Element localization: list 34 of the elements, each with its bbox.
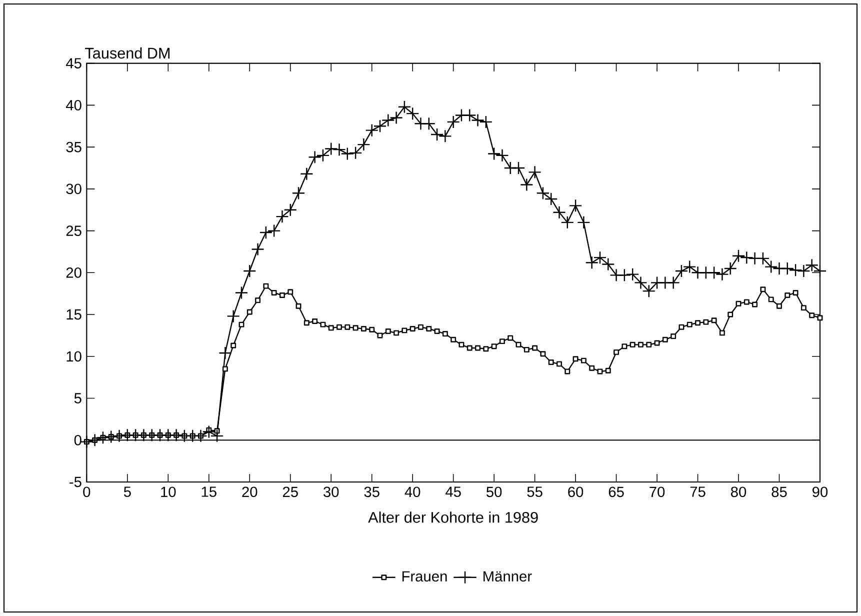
x-tick-label: 45 — [446, 486, 461, 497]
x-tick-label: 75 — [690, 486, 706, 497]
y-tick-label: 5 — [74, 393, 82, 404]
x-tick-label: 90 — [812, 486, 828, 498]
y-tick-label: 25 — [66, 226, 82, 236]
x-tick-label: 50 — [486, 486, 502, 498]
legend-label: Männer — [484, 571, 532, 582]
y-tick-label: 0 — [74, 434, 82, 446]
x-tick-label: 5 — [124, 486, 131, 497]
y-axis-title: Tausend DM — [85, 47, 170, 59]
y-tick-label: 40 — [66, 100, 82, 110]
x-axis-title: Alter der Kohorte in 1989 — [368, 512, 538, 523]
x-tick-label: 85 — [772, 486, 787, 498]
x-tick-label: 40 — [404, 486, 420, 498]
x-tick-label: 30 — [324, 486, 339, 498]
x-tick-label: 65 — [608, 486, 624, 498]
x-tick-label: 35 — [364, 486, 380, 498]
y-tick-label: 45 — [66, 58, 82, 68]
x-tick-label: 25 — [282, 486, 298, 498]
x-tick-label: 60 — [568, 486, 584, 498]
y-tick-label: 35 — [66, 142, 82, 152]
x-tick-label: 20 — [242, 486, 258, 498]
y-tick-label: 10 — [66, 351, 82, 362]
x-tick-label: 0 — [83, 486, 90, 498]
y-tick-label: 30 — [66, 184, 82, 194]
y-tick-label: -5 — [70, 476, 82, 488]
x-tick-label: 55 — [527, 486, 542, 497]
legend-label: Frauen — [402, 571, 447, 582]
x-tick-label: 80 — [730, 486, 746, 498]
x-tick-label: 10 — [161, 486, 176, 498]
y-tick-label: 20 — [66, 267, 82, 278]
y-tick-label: 15 — [66, 309, 82, 320]
x-tick-label: 15 — [202, 486, 216, 497]
x-tick-label: 70 — [650, 486, 665, 498]
